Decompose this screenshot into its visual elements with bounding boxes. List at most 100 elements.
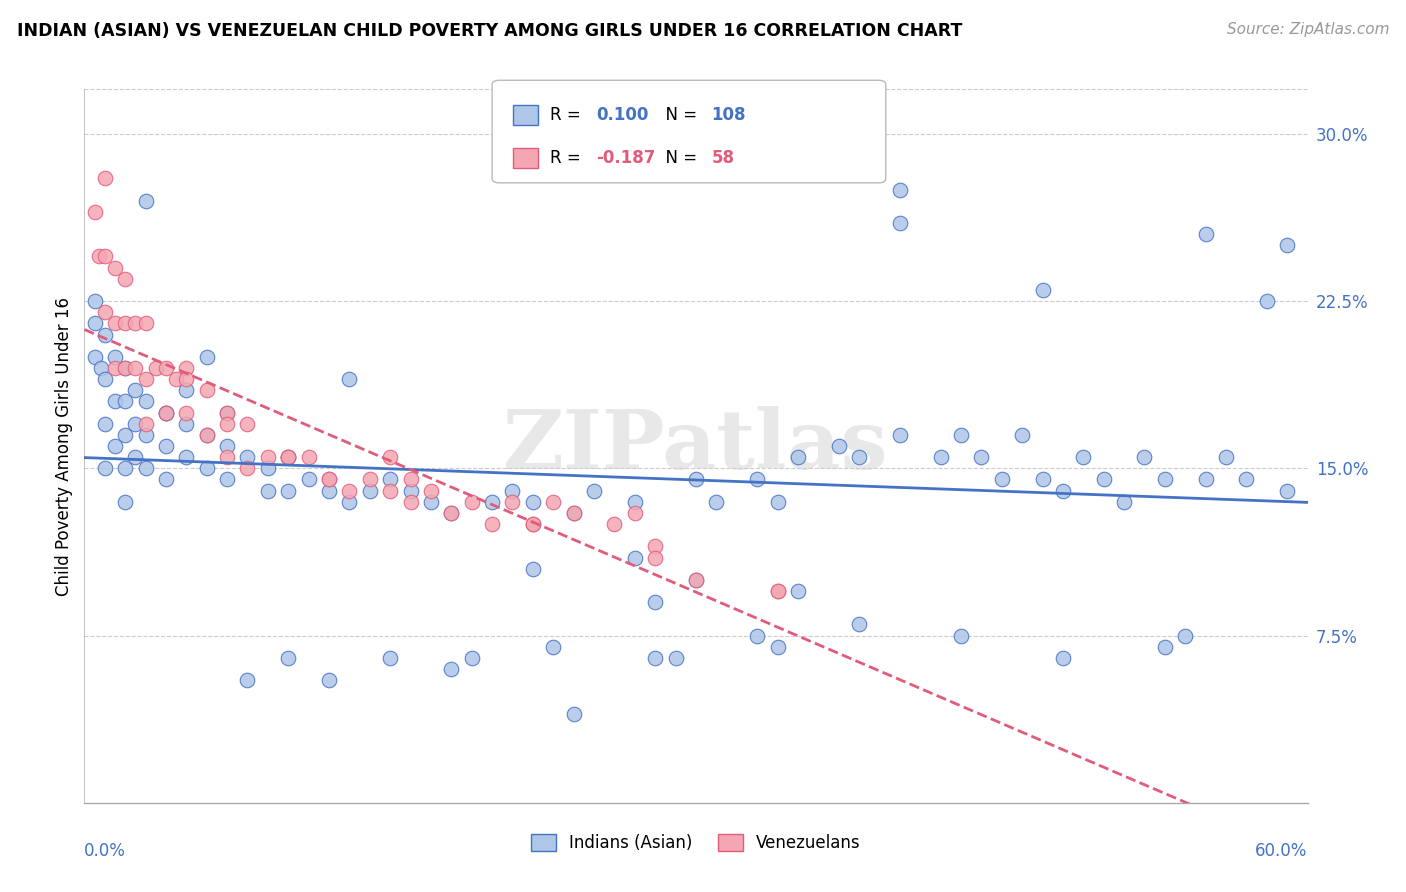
Point [440, 506, 463, 520]
Point [277, 483, 299, 498]
Point [1052, 651, 1074, 665]
Point [766, 494, 789, 508]
Point [1174, 628, 1197, 642]
Point [217, 417, 239, 431]
Point [848, 450, 870, 464]
Point [603, 516, 626, 531]
Text: 58: 58 [711, 149, 734, 167]
Point [1114, 494, 1136, 508]
Point [359, 483, 381, 498]
Point [1092, 473, 1115, 487]
Point [104, 316, 127, 330]
Point [747, 473, 769, 487]
Text: R =: R = [550, 106, 586, 124]
Point [889, 182, 911, 196]
Point [420, 494, 443, 508]
Text: ZIPatlas: ZIPatlas [503, 406, 889, 486]
Point [277, 450, 299, 464]
Point [165, 372, 187, 386]
Point [155, 473, 177, 487]
Point [522, 516, 544, 531]
Text: 0.0%: 0.0% [84, 842, 127, 860]
Point [145, 360, 167, 375]
Point [195, 384, 218, 398]
Point [83, 204, 105, 219]
Text: 108: 108 [711, 106, 747, 124]
Point [195, 427, 218, 442]
Point [114, 427, 136, 442]
Point [114, 494, 136, 508]
Point [644, 539, 666, 553]
Point [562, 706, 585, 721]
Point [236, 461, 259, 475]
Legend: Indians (Asian), Venezuelans: Indians (Asian), Venezuelans [524, 827, 868, 859]
Point [217, 439, 239, 453]
Text: N =: N = [655, 106, 703, 124]
Point [195, 461, 218, 475]
Point [1277, 238, 1299, 252]
Point [318, 673, 340, 687]
Point [104, 360, 127, 375]
Point [93, 305, 115, 319]
Point [420, 483, 443, 498]
Point [114, 316, 136, 330]
Point [787, 450, 810, 464]
Point [461, 651, 484, 665]
Point [950, 628, 973, 642]
Point [889, 427, 911, 442]
Point [828, 439, 851, 453]
Point [298, 473, 321, 487]
Point [522, 516, 544, 531]
Point [135, 427, 157, 442]
Text: 0.100: 0.100 [596, 106, 648, 124]
Text: -0.187: -0.187 [596, 149, 655, 167]
Point [87, 249, 110, 264]
Point [747, 628, 769, 642]
Point [155, 405, 177, 419]
Point [685, 573, 707, 587]
Text: 60.0%: 60.0% [1256, 842, 1308, 860]
Point [174, 360, 197, 375]
Point [217, 405, 239, 419]
Point [644, 550, 666, 565]
Point [124, 316, 146, 330]
Point [522, 494, 544, 508]
Point [135, 417, 157, 431]
Point [155, 405, 177, 419]
Point [135, 372, 157, 386]
Point [104, 260, 127, 275]
Point [277, 450, 299, 464]
Point [766, 640, 789, 654]
Point [766, 583, 789, 598]
Point [706, 494, 728, 508]
Point [195, 427, 218, 442]
Point [481, 516, 503, 531]
Point [1133, 450, 1156, 464]
Point [624, 550, 647, 565]
Point [1195, 473, 1218, 487]
Text: INDIAN (ASIAN) VS VENEZUELAN CHILD POVERTY AMONG GIRLS UNDER 16 CORRELATION CHAR: INDIAN (ASIAN) VS VENEZUELAN CHILD POVER… [17, 22, 962, 40]
Point [1256, 293, 1278, 308]
Point [155, 439, 177, 453]
Point [399, 494, 422, 508]
Point [1236, 473, 1258, 487]
Point [135, 461, 157, 475]
Point [543, 494, 565, 508]
Point [93, 417, 115, 431]
Text: Source: ZipAtlas.com: Source: ZipAtlas.com [1226, 22, 1389, 37]
Point [155, 360, 177, 375]
Point [236, 673, 259, 687]
Point [583, 483, 606, 498]
Text: N =: N = [655, 149, 703, 167]
Point [104, 350, 127, 364]
Point [848, 617, 870, 632]
Point [1032, 283, 1054, 297]
Point [339, 483, 361, 498]
Point [1195, 227, 1218, 241]
Point [83, 316, 105, 330]
Point [624, 506, 647, 520]
Point [502, 494, 524, 508]
Point [359, 473, 381, 487]
Point [991, 473, 1014, 487]
Point [502, 483, 524, 498]
